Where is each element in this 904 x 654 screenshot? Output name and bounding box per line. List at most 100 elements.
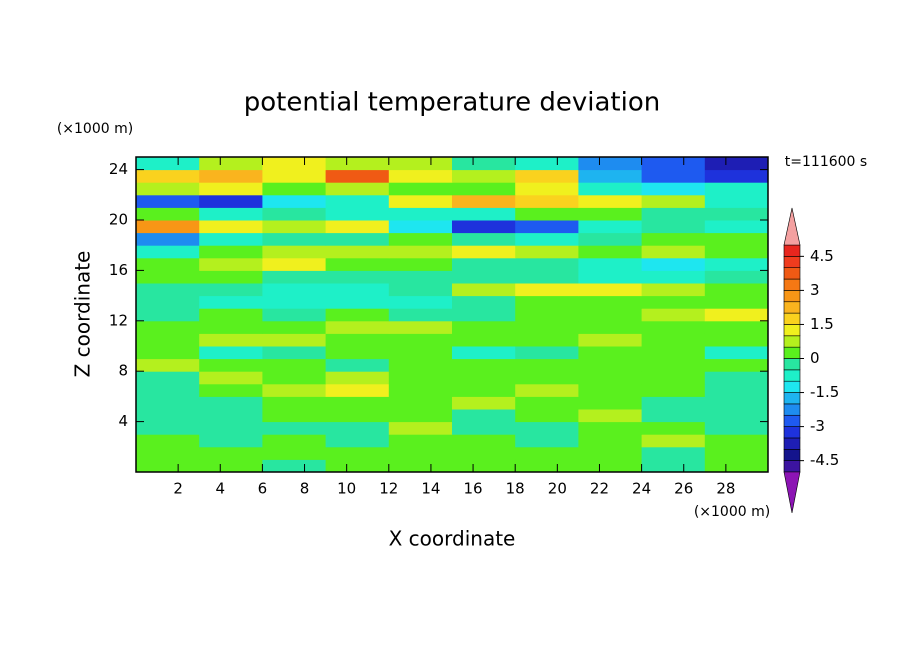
cell — [704, 446, 769, 460]
cell — [452, 459, 516, 473]
cell — [704, 295, 769, 309]
colorbar-tick-label: -1.5 — [810, 383, 839, 401]
cell — [388, 371, 453, 385]
cell — [136, 270, 200, 284]
cell — [136, 169, 200, 183]
cell — [578, 383, 643, 397]
cell — [641, 232, 706, 246]
cell — [136, 182, 200, 196]
cell — [136, 459, 200, 473]
y-tick-label: 4 — [118, 412, 128, 430]
cell — [325, 257, 390, 271]
cell — [262, 257, 327, 271]
cell — [578, 421, 643, 435]
cell — [704, 169, 769, 183]
cell — [325, 270, 390, 284]
x-tick-label: 2 — [173, 480, 183, 498]
time-annotation: t=111600 s — [785, 154, 867, 170]
cell — [199, 320, 263, 334]
cell — [704, 371, 769, 385]
cell — [641, 358, 706, 372]
cell — [262, 283, 327, 297]
cell — [388, 220, 453, 234]
cell — [388, 308, 453, 322]
cell — [325, 396, 390, 410]
cell — [262, 459, 327, 473]
chart-title: potential temperature deviation — [244, 88, 660, 118]
cell — [388, 333, 453, 347]
cell — [452, 446, 516, 460]
cell — [641, 320, 706, 334]
cell — [325, 446, 390, 460]
cell — [704, 194, 769, 208]
cell — [578, 396, 643, 410]
cell — [452, 283, 516, 297]
cell — [136, 446, 200, 460]
cell — [136, 257, 200, 271]
cell — [199, 396, 263, 410]
cell — [262, 245, 327, 259]
cell — [515, 182, 579, 196]
cell — [325, 157, 390, 171]
colorbar-band — [783, 414, 801, 427]
colorbar-tick-label: 4.5 — [810, 247, 834, 265]
x-tick-label: 18 — [506, 480, 525, 498]
colorbar-band — [783, 392, 801, 405]
cell — [578, 157, 643, 171]
cell — [452, 182, 516, 196]
cell — [199, 409, 263, 423]
cell — [325, 283, 390, 297]
x-tick-label: 6 — [258, 480, 268, 498]
colorbar-extension — [783, 471, 801, 514]
cell — [136, 421, 200, 435]
colorbar-tick-label: 1.5 — [810, 315, 834, 333]
cell — [704, 232, 769, 246]
cell — [262, 409, 327, 423]
colorbar-tick-label: -4.5 — [810, 451, 839, 469]
cell — [262, 421, 327, 435]
cell — [262, 346, 327, 360]
plot-frame — [135, 156, 769, 473]
cell — [578, 283, 643, 297]
cell — [578, 220, 643, 234]
x-tick-label: 26 — [674, 480, 693, 498]
cell — [641, 257, 706, 271]
cell — [704, 396, 769, 410]
colorbar-band — [783, 244, 801, 257]
cell — [136, 358, 200, 372]
cell — [136, 346, 200, 360]
cell — [578, 308, 643, 322]
cell — [641, 383, 706, 397]
cell — [452, 207, 516, 221]
cell — [452, 270, 516, 284]
cell — [388, 320, 453, 334]
y-axis-label: Z coordinate — [71, 251, 95, 378]
cell — [388, 157, 453, 171]
cell — [388, 396, 453, 410]
cell — [136, 434, 200, 448]
cell — [325, 245, 390, 259]
cell — [262, 308, 327, 322]
cell — [199, 421, 263, 435]
x-unit: (×1000 m) — [694, 504, 770, 520]
colorbar-band — [783, 346, 801, 359]
cell — [136, 283, 200, 297]
cell — [515, 308, 579, 322]
colorbar-band — [783, 301, 801, 314]
cell — [262, 157, 327, 171]
cell — [136, 157, 200, 171]
cell — [388, 270, 453, 284]
cell — [704, 220, 769, 234]
cell — [515, 346, 579, 360]
cell — [452, 220, 516, 234]
cell — [388, 446, 453, 460]
cell — [325, 371, 390, 385]
cell — [452, 409, 516, 423]
cell — [578, 409, 643, 423]
cell — [262, 320, 327, 334]
cell — [325, 220, 390, 234]
cell — [578, 346, 643, 360]
cell — [388, 346, 453, 360]
x-tick-label: 22 — [590, 480, 609, 498]
